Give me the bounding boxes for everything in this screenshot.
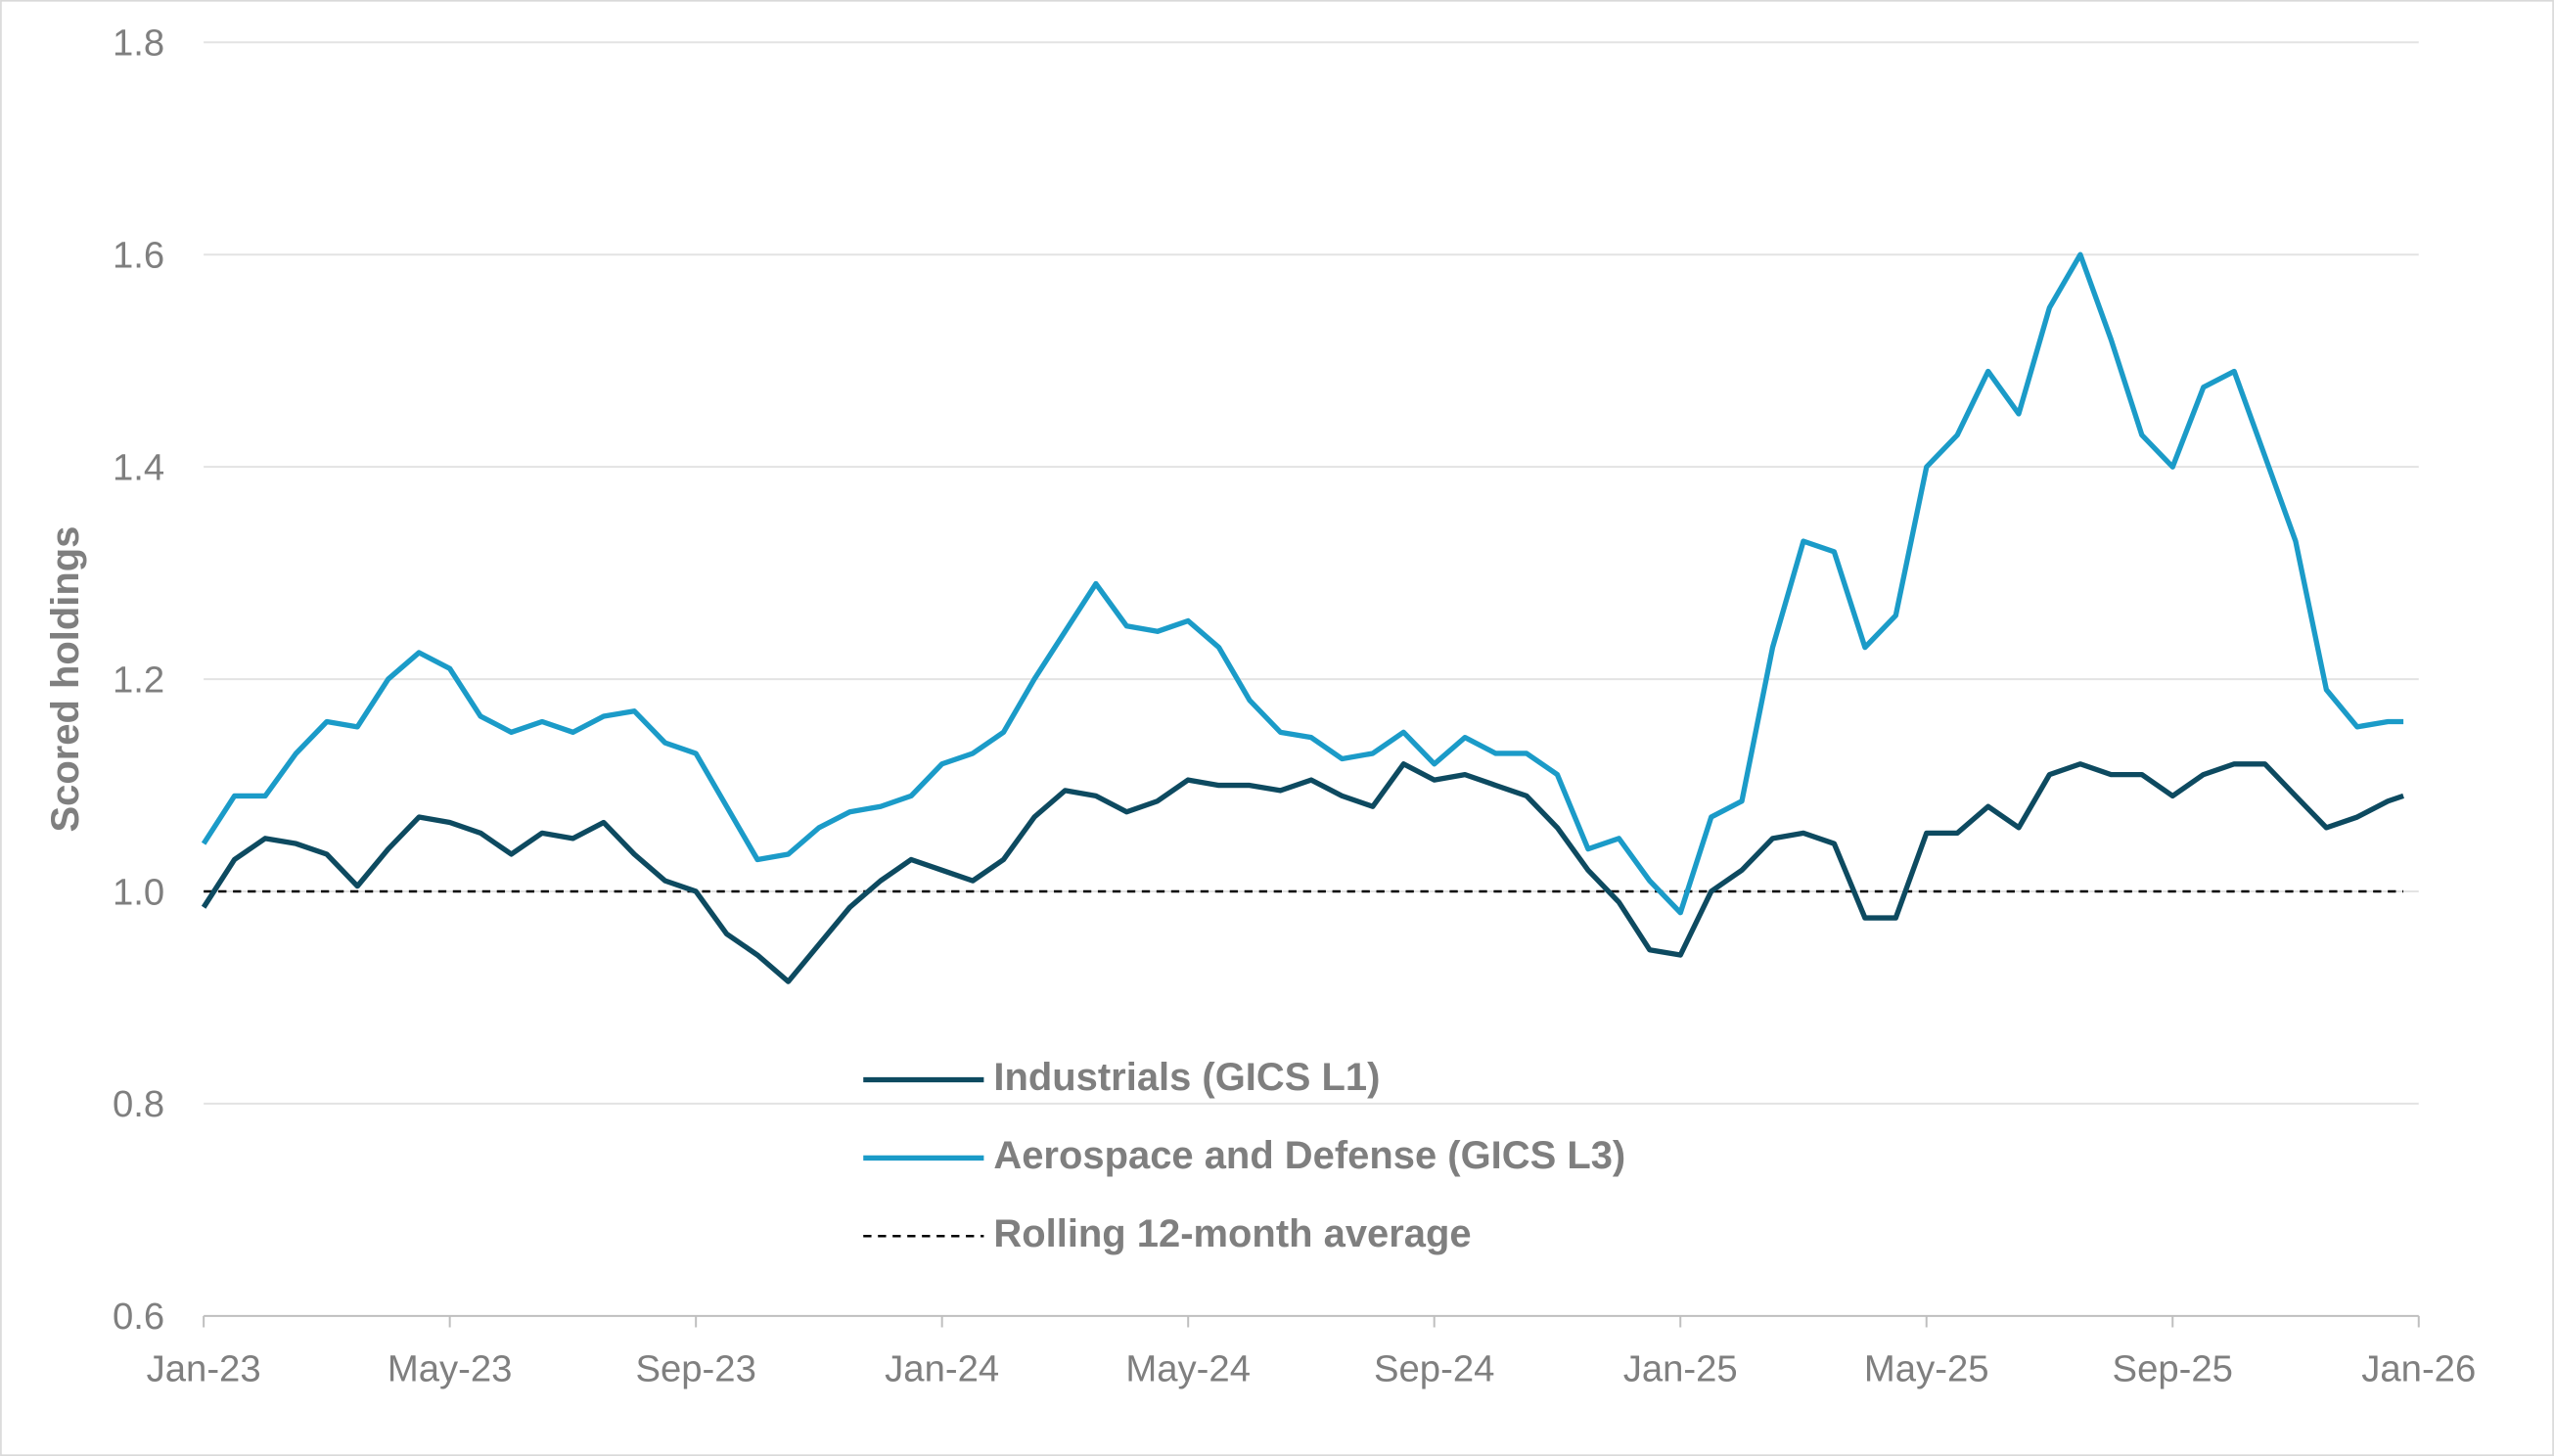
- y-tick-label: 1.2: [113, 659, 164, 701]
- y-axis-label: Scored holdings: [44, 526, 87, 833]
- data-line: [201, 761, 2404, 984]
- legend-label: Industrials (GICS L1): [993, 1056, 1380, 1099]
- x-tick-label: Jan-24: [885, 1347, 999, 1389]
- y-tick-label: 0.8: [113, 1083, 164, 1125]
- x-tick-label: Jan-25: [1623, 1347, 1738, 1389]
- x-tick-label: Sep-24: [1374, 1347, 1494, 1389]
- x-tick-label: May-24: [1125, 1347, 1251, 1389]
- y-tick-label: 1.4: [113, 446, 164, 488]
- data-line: [201, 251, 2404, 916]
- x-tick-label: May-23: [388, 1347, 513, 1389]
- y-tick-label: 1.8: [113, 23, 164, 65]
- x-tick-label: Sep-23: [635, 1347, 755, 1389]
- x-tick-label: Sep-25: [2113, 1347, 2233, 1389]
- legend-label: Rolling 12-month average: [993, 1212, 1471, 1255]
- y-tick-label: 1.0: [113, 871, 164, 913]
- x-tick-label: Jan-23: [147, 1347, 261, 1389]
- y-tick-label: 1.6: [113, 235, 164, 277]
- y-tick-label: 0.6: [113, 1296, 164, 1338]
- x-tick-label: May-25: [1864, 1347, 1989, 1389]
- x-tick-label: Jan-26: [2361, 1347, 2476, 1389]
- legend-label: Aerospace and Defense (GICS L3): [993, 1134, 1625, 1177]
